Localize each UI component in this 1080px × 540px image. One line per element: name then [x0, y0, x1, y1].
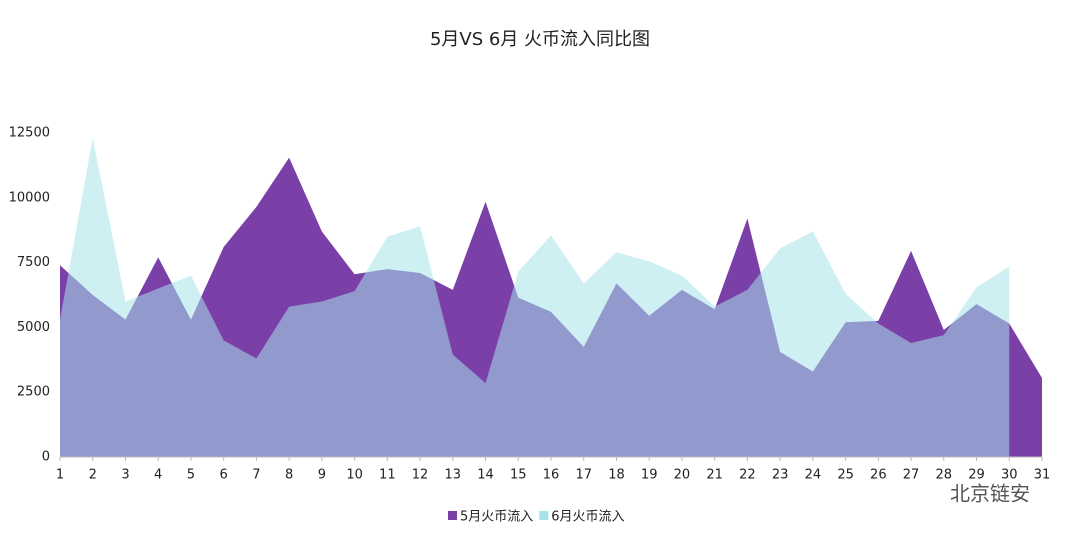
- x-tick-label: 21: [706, 468, 723, 483]
- x-tick-label: 27: [903, 468, 920, 483]
- x-tick-label: 1: [56, 468, 64, 483]
- x-tick-label: 9: [318, 468, 326, 483]
- x-tick-label: 30: [1001, 468, 1018, 483]
- x-tick-label: 26: [870, 468, 887, 483]
- legend-swatch: [448, 511, 457, 520]
- x-tick-label: 17: [575, 468, 592, 483]
- x-tick-label: 19: [641, 468, 658, 483]
- y-tick-label: 10000: [9, 190, 50, 205]
- legend-label: 5月火币流入: [460, 510, 533, 525]
- legend-swatch: [539, 511, 549, 520]
- y-tick-label: 12500: [9, 126, 50, 141]
- x-tick-label: 11: [379, 468, 396, 483]
- x-tick-label: 29: [968, 468, 985, 483]
- x-tick-label: 13: [445, 468, 462, 483]
- x-tick-label: 2: [89, 468, 97, 483]
- x-tick-label: 16: [543, 468, 560, 483]
- x-tick-label: 7: [252, 468, 260, 483]
- x-tick-label: 5: [187, 468, 195, 483]
- x-tick-label: 18: [608, 468, 625, 483]
- y-tick-label: 5000: [17, 320, 50, 335]
- x-tick-label: 8: [285, 468, 293, 483]
- x-tick-label: 15: [510, 468, 527, 483]
- x-tick-label: 31: [1034, 468, 1051, 483]
- watermark: 北京链安: [950, 482, 1030, 506]
- y-tick-label: 7500: [17, 255, 50, 270]
- legend-label: 6月火币流入: [551, 510, 624, 525]
- x-tick-label: 6: [220, 468, 228, 483]
- x-tick-label: 12: [412, 468, 429, 483]
- x-tick-label: 4: [154, 468, 162, 483]
- x-tick-label: 14: [477, 468, 494, 483]
- x-tick-label: 24: [805, 468, 822, 483]
- area: [60, 138, 1010, 457]
- y-tick-label: 0: [42, 450, 50, 465]
- x-tick-label: 25: [837, 468, 854, 483]
- x-tick-label: 22: [739, 468, 756, 483]
- chart-title: 5月VS 6月 火币流入同比图: [430, 29, 650, 50]
- x-tick-label: 28: [936, 468, 953, 483]
- x-tick-label: 20: [674, 468, 691, 483]
- x-tick-label: 10: [346, 468, 363, 483]
- x-tick-label: 23: [772, 468, 789, 483]
- x-tick-label: 3: [121, 468, 129, 483]
- y-tick-label: 2500: [17, 385, 50, 400]
